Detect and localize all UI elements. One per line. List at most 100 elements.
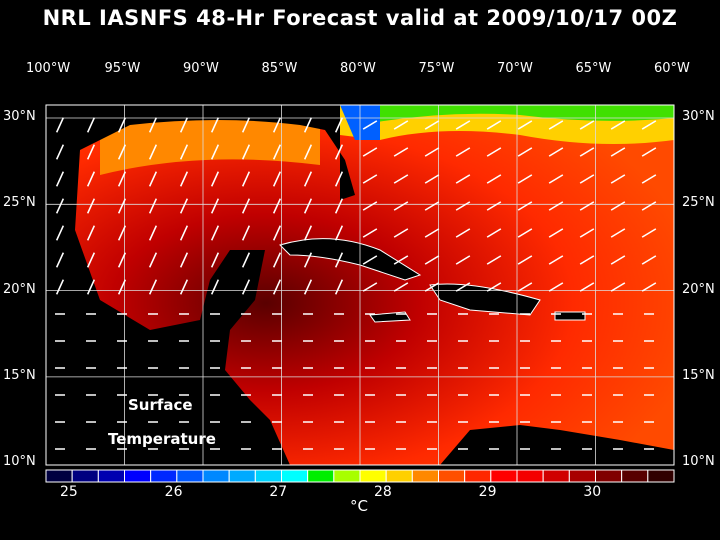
wind-arrow [579, 174, 595, 184]
wind-arrow [179, 225, 189, 241]
wind-arrow [117, 144, 127, 160]
wind-arrow [641, 201, 657, 211]
lon-label: 60°W [654, 61, 690, 76]
gulf-north-band [100, 117, 320, 175]
wind-arrow [486, 147, 502, 157]
lat-label: 20°N [3, 281, 36, 297]
wind-arrow [241, 198, 251, 214]
wind-arrow [179, 171, 189, 187]
wind-arrow [455, 147, 471, 157]
wind-arrow [303, 252, 313, 268]
wind-arrow [86, 279, 96, 295]
graticule [46, 105, 674, 465]
wind-arrow [241, 144, 251, 160]
wind-arrow [455, 228, 471, 238]
colorbar-tick: 28 [374, 484, 392, 500]
wind-arrow [148, 252, 158, 268]
land-puerto-rico [554, 311, 586, 321]
colorbar-swatch [568, 469, 596, 483]
wind-arrow [393, 282, 409, 292]
wind-arrow [393, 120, 409, 130]
wind-arrow [610, 255, 626, 265]
wind-arrow [579, 228, 595, 238]
colorbar-swatch [228, 469, 256, 483]
wind-arrow [179, 117, 189, 133]
lon-label: 90°W [183, 61, 219, 76]
wind-arrow [641, 174, 657, 184]
lon-label: 85°W [261, 61, 298, 76]
wind-arrow [117, 198, 127, 214]
wind-vectors [54, 117, 657, 450]
wind-arrow [393, 147, 409, 157]
colorbar-swatch [71, 469, 99, 483]
wind-arrow [148, 225, 158, 241]
wind-arrow [303, 171, 313, 187]
wind-arrow [303, 279, 313, 295]
wind-arrow [334, 225, 344, 241]
colorbar-swatch [333, 469, 361, 483]
map-label-line2: Temperature [108, 430, 216, 448]
wind-arrow [548, 147, 564, 157]
wind-arrow [362, 120, 378, 130]
wind-arrow [486, 120, 502, 130]
colorbar-swatch [595, 469, 623, 483]
lat-label: 15°N [682, 367, 715, 383]
wind-arrow [55, 144, 65, 160]
wind-arrow [362, 201, 378, 211]
colorbar-swatch [621, 469, 649, 483]
lat-label: 30°N [3, 109, 36, 124]
wind-arrow [610, 201, 626, 211]
wind-arrow [117, 117, 127, 133]
wind-arrow [86, 171, 96, 187]
wind-arrow [241, 171, 251, 187]
wind-arrow [148, 198, 158, 214]
colorbar-swatch [281, 469, 309, 483]
wind-arrow [362, 228, 378, 238]
wind-arrow [641, 120, 657, 130]
wind-arrow [241, 117, 251, 133]
wind-arrow [55, 198, 65, 214]
colorbar-swatch [647, 469, 675, 483]
colorbar [45, 469, 675, 483]
wind-arrow [55, 279, 65, 295]
wind-arrow [548, 255, 564, 265]
colorbar-swatch [411, 469, 440, 483]
wind-arrow [424, 147, 440, 157]
wind-arrow [362, 255, 378, 265]
wind-arrow [210, 117, 220, 133]
wind-arrow [610, 120, 626, 130]
wind-arrow [610, 228, 626, 238]
wind-arrow [117, 225, 127, 241]
wind-arrow [86, 252, 96, 268]
wind-arrow [579, 201, 595, 211]
map-title: NRL IASNFS 48-Hr Forecast valid at 2009/… [42, 6, 678, 30]
colorbar-swatch [542, 469, 570, 483]
wind-arrow [272, 144, 282, 160]
wind-arrow [117, 171, 127, 187]
lat-label: 25°N [3, 195, 36, 211]
lat-label: 25°N [682, 195, 715, 211]
map-label-line1: Surface [128, 396, 193, 414]
colorbar-tick: 26 [164, 484, 183, 500]
lon-label: 100°W [26, 61, 71, 76]
colorbar-tick: 25 [60, 484, 78, 500]
wind-arrow [86, 144, 96, 160]
wind-arrow [334, 117, 344, 133]
wind-arrow [548, 174, 564, 184]
wind-arrow [610, 174, 626, 184]
wind-arrow [455, 255, 471, 265]
wind-arrow [303, 198, 313, 214]
wind-arrow [517, 228, 533, 238]
wind-arrow [486, 255, 502, 265]
colorbar-tick: 27 [269, 484, 288, 500]
wind-arrow [393, 255, 409, 265]
wind-arrow [210, 198, 220, 214]
lat-label: 10°N [682, 454, 715, 470]
cool-band-2 [340, 105, 674, 125]
wind-arrow [272, 117, 282, 133]
wind-arrow [303, 225, 313, 241]
lon-label: 65°W [575, 61, 612, 76]
wind-arrow [241, 279, 251, 295]
wind-arrow [272, 225, 282, 241]
